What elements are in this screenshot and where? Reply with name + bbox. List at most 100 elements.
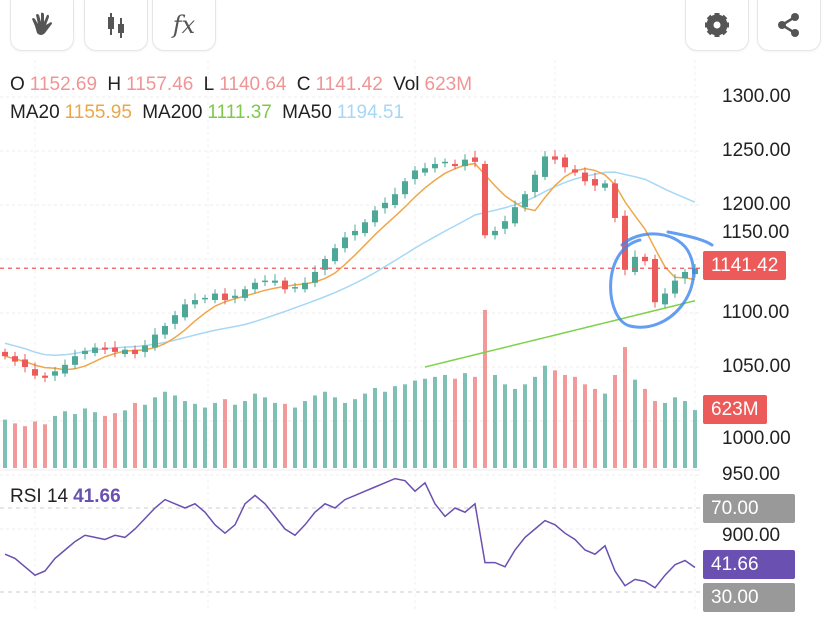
candle-body (422, 168, 428, 173)
rsi-line (4, 477, 696, 589)
ma20-label: MA20 (10, 102, 60, 123)
candle-body (532, 174, 538, 193)
candle-body (312, 271, 318, 283)
share-button[interactable] (757, 0, 821, 51)
volume-bar (3, 419, 7, 468)
volume-bar (263, 397, 267, 468)
candle-body (392, 194, 398, 205)
candle-body (652, 259, 658, 303)
volume-bar (223, 399, 227, 468)
pan-tool-button[interactable] (10, 0, 74, 51)
ma20-line (4, 162, 696, 371)
candle-body (42, 375, 48, 378)
volume-bar (53, 415, 57, 468)
candle-body (442, 161, 448, 164)
high-label: H (107, 74, 122, 95)
volume-bar (243, 401, 247, 468)
candle-body (502, 221, 508, 229)
candle-body (572, 169, 578, 173)
volume-bar (293, 407, 297, 468)
candle-body (22, 359, 28, 367)
annotation-circle (609, 230, 714, 329)
candle-body (52, 371, 58, 376)
volume-bar (273, 402, 277, 468)
ma200-label: MA200 (142, 102, 203, 123)
chart-type-button[interactable] (84, 0, 148, 51)
volume-bar (103, 415, 107, 468)
volume-bar (323, 391, 327, 468)
volume-bar (433, 376, 437, 468)
ohlc-legend: O 1152.69 H 1157.46 L 1140.64 C 1141.42 Vol 6… (10, 74, 477, 96)
rsi-value: 41.66 (73, 486, 121, 507)
candle-body (202, 297, 208, 300)
volume-bar (413, 380, 417, 468)
candle-body (382, 202, 388, 209)
axis-tick-label: 1000.00 (722, 428, 791, 449)
volume-bar (543, 365, 547, 468)
low-value: 1140.64 (219, 74, 287, 95)
candle-body (182, 304, 188, 318)
candle-body (352, 230, 358, 236)
candle-body (632, 256, 638, 272)
candlestick-icon (108, 13, 124, 38)
volume-bar (573, 376, 577, 468)
volume-bar (673, 397, 677, 468)
volume-bar (283, 403, 287, 468)
candle-body (602, 183, 608, 188)
rsi-legend: RSI 14 41.66 (10, 486, 126, 508)
candle-body (372, 210, 378, 223)
ma50-line (4, 171, 696, 357)
rsi-current-tag: 41.66 (703, 550, 795, 579)
volume-bar (533, 376, 537, 468)
rsi-label: RSI 14 (10, 486, 69, 507)
volume-bar (143, 404, 147, 468)
volume-bar (663, 402, 667, 468)
candle-body (232, 295, 238, 298)
candle-body (612, 183, 618, 218)
candle-body (212, 293, 218, 301)
volume-bar (253, 393, 257, 468)
candle-body (432, 163, 438, 169)
volume-bar (193, 403, 197, 468)
volume-bar (313, 395, 317, 468)
volume-bar (583, 384, 587, 468)
volume-bar (183, 401, 187, 468)
candle-body (642, 256, 648, 262)
volume-bar (163, 391, 167, 468)
candle-body (172, 315, 178, 324)
settings-button[interactable] (685, 0, 749, 51)
ma50-value: 1194.51 (336, 102, 405, 123)
volume-bar (213, 402, 217, 468)
volume-bar (173, 395, 177, 468)
candle-body (672, 280, 678, 294)
volume-bar (633, 379, 637, 468)
volume-bar (13, 423, 17, 468)
volume-bar (503, 384, 507, 468)
candle-body (342, 237, 348, 249)
candle-body (162, 325, 168, 335)
volume-bar (423, 378, 427, 468)
open-label: O (10, 74, 25, 95)
candle-body (282, 280, 288, 290)
last-price-tag: 1141.42 (703, 251, 787, 280)
volume-bar (593, 388, 597, 468)
high-value: 1157.46 (126, 74, 194, 95)
rsi-70-tag: 70.00 (703, 494, 795, 523)
volume-bar (473, 376, 477, 468)
volume-bar (493, 375, 497, 468)
candle-body (542, 156, 548, 177)
volume-bar (453, 378, 457, 468)
candle-body (272, 280, 278, 283)
candle-body (82, 350, 88, 355)
volume-bar (643, 388, 647, 468)
volume-bar (73, 414, 77, 468)
indicators-button[interactable]: fx (152, 0, 216, 51)
candle-body (302, 282, 308, 290)
candle-body (152, 334, 158, 348)
share-icon (778, 13, 799, 37)
ma200-value: 1111.37 (207, 102, 272, 123)
low-label: L (203, 74, 215, 95)
volume-bar (23, 426, 27, 468)
volume-bar (513, 388, 517, 468)
